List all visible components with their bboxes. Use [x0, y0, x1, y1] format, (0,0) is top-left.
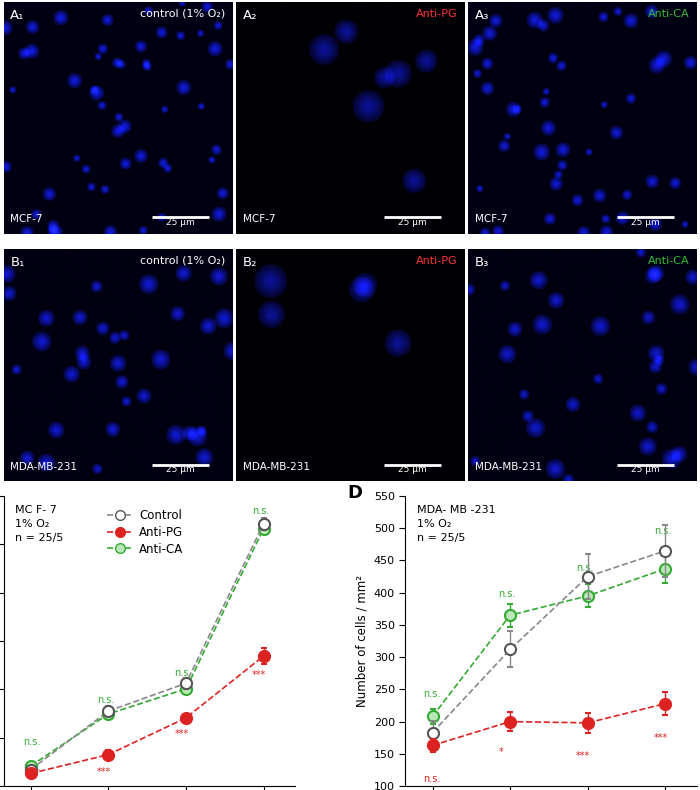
Text: control (1% O₂): control (1% O₂) [140, 9, 225, 18]
Text: ***: *** [252, 671, 266, 680]
Text: control (1% O₂): control (1% O₂) [140, 256, 225, 265]
Text: MDA-MB-231: MDA-MB-231 [475, 461, 542, 472]
Text: A₂: A₂ [243, 9, 257, 21]
Text: B₁: B₁ [10, 256, 25, 269]
Text: n.s.: n.s. [174, 668, 192, 678]
Text: ***: *** [654, 733, 668, 743]
Text: Anti-PG: Anti-PG [416, 256, 457, 265]
Text: Anti-CA: Anti-CA [648, 9, 690, 18]
Text: Anti-CA: Anti-CA [648, 256, 690, 265]
Text: n.s.: n.s. [252, 506, 270, 516]
Text: 25 μm: 25 μm [398, 465, 427, 474]
Text: 25 μm: 25 μm [631, 218, 659, 227]
Text: MCF-7: MCF-7 [475, 214, 507, 224]
Text: B₃: B₃ [475, 256, 489, 269]
Text: n.s.: n.s. [23, 737, 41, 747]
Text: 25 μm: 25 μm [631, 465, 659, 474]
Text: n.s.: n.s. [576, 563, 594, 574]
Text: MDA- MB -231
1% O₂
n = 25/5: MDA- MB -231 1% O₂ n = 25/5 [417, 505, 496, 543]
Text: n.s.: n.s. [424, 774, 440, 784]
Y-axis label: Number of cells / mm²: Number of cells / mm² [355, 575, 368, 707]
Text: n.s.: n.s. [498, 589, 516, 599]
Text: n.s.: n.s. [97, 695, 114, 705]
Text: ***: *** [576, 750, 590, 761]
Text: 25 μm: 25 μm [166, 218, 195, 227]
Legend: Control, Anti-PG, Anti-CA: Control, Anti-PG, Anti-CA [103, 505, 188, 560]
Text: ***: *** [97, 767, 111, 777]
Text: MCF-7: MCF-7 [10, 214, 43, 224]
Text: A₃: A₃ [475, 9, 489, 21]
Text: 25 μm: 25 μm [398, 218, 427, 227]
Text: MDA-MB-231: MDA-MB-231 [243, 461, 309, 472]
Text: MCF-7: MCF-7 [243, 214, 275, 224]
Text: *: * [498, 747, 503, 758]
Text: 25 μm: 25 μm [166, 465, 195, 474]
Text: n.s.: n.s. [654, 526, 671, 536]
Text: n.s.: n.s. [23, 762, 41, 772]
Text: B₂: B₂ [243, 256, 257, 269]
Text: MDA-MB-231: MDA-MB-231 [10, 461, 77, 472]
Text: ***: *** [174, 728, 188, 739]
Text: Anti-PG: Anti-PG [416, 9, 457, 18]
Text: A₁: A₁ [10, 9, 25, 21]
Text: n.s.: n.s. [424, 689, 440, 699]
Text: D: D [347, 484, 362, 502]
Text: MC F- 7
1% O₂
n = 25/5: MC F- 7 1% O₂ n = 25/5 [15, 505, 64, 543]
